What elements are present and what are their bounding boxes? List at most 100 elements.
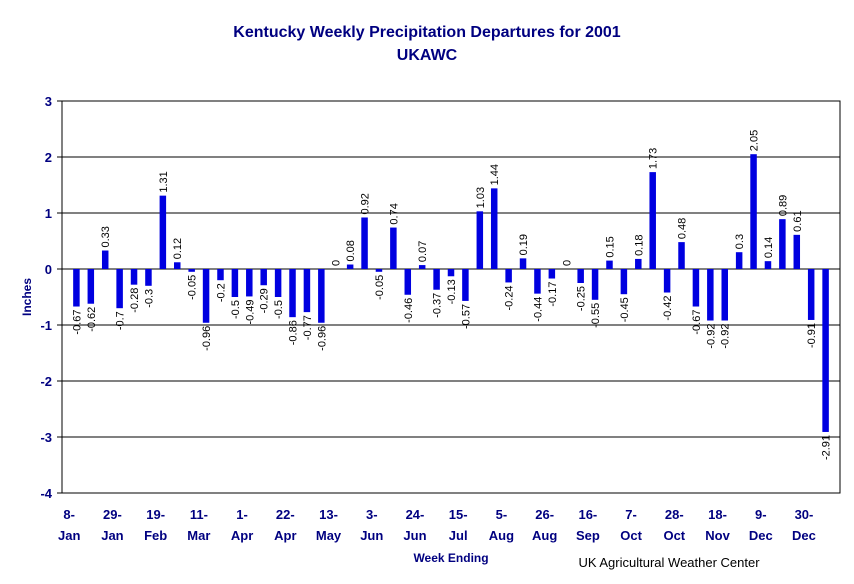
x-tick-label: 19-Feb [144, 507, 167, 543]
data-label: -0.17 [547, 282, 559, 307]
bar [692, 269, 700, 307]
bar [231, 269, 239, 297]
bar [822, 269, 829, 432]
data-label: -0.7 [115, 311, 127, 330]
data-label: 0.61 [792, 210, 804, 231]
bars [73, 154, 829, 432]
data-label: -0.91 [806, 323, 818, 348]
x-tick-label: 15-Jul [449, 507, 468, 543]
data-label: -2.91 [821, 435, 833, 460]
bar [505, 269, 512, 283]
data-label: 0.08 [345, 240, 357, 261]
x-tick-label: 24-Jun [403, 507, 426, 543]
bar [649, 172, 656, 269]
x-tick-label: 28-Oct [663, 507, 685, 543]
x-tick-label: 26-Aug [532, 507, 557, 543]
bar [318, 269, 325, 323]
data-label: -0.92 [720, 324, 732, 349]
data-label: 0.14 [763, 237, 775, 258]
bar [750, 154, 757, 269]
data-label: -0.28 [129, 288, 141, 313]
data-label: 1.03 [475, 187, 487, 208]
y-axis-ticks: 3 2 1 0 -1 -2 -3 -4 [40, 94, 62, 501]
bar [361, 217, 368, 269]
data-label: -0.96 [201, 326, 213, 351]
data-label: 1.31 [158, 171, 170, 192]
bar [375, 269, 383, 272]
bar [145, 269, 152, 286]
x-tick-label: 22-Apr [274, 507, 296, 543]
data-label: 1.73 [648, 148, 660, 169]
data-label: 0.3 [734, 234, 746, 249]
data-label: -0.77 [302, 315, 314, 340]
bar [764, 261, 772, 269]
data-label: -0.92 [705, 324, 717, 349]
y-tick-label: -3 [40, 430, 52, 445]
y-tick-label: -2 [40, 374, 52, 389]
data-label: 0.12 [172, 238, 184, 259]
data-label: -0.62 [86, 307, 98, 332]
footer-credit: UK Agricultural Weather Center [578, 555, 760, 570]
bar [779, 219, 786, 269]
x-axis-label: Week Ending [413, 551, 488, 565]
data-label: -0.13 [446, 279, 458, 304]
bar [246, 269, 253, 297]
bar [620, 269, 628, 295]
x-tick-label: 16-Sep [576, 507, 600, 543]
data-label: 0.92 [360, 193, 372, 214]
bar [462, 269, 469, 301]
bar [476, 211, 484, 269]
data-label: -0.2 [215, 283, 227, 302]
data-label: 0.48 [677, 218, 689, 239]
data-label: -0.42 [662, 296, 674, 321]
bar [202, 269, 210, 323]
bar [116, 269, 123, 309]
y-tick-label: -1 [40, 318, 52, 333]
data-label: -0.24 [504, 285, 516, 310]
data-label: 0.33 [100, 226, 112, 247]
y-tick-label: -4 [40, 486, 52, 501]
bar [217, 269, 224, 281]
data-label: -0.86 [288, 320, 300, 345]
data-label: 0.19 [518, 234, 530, 255]
x-tick-label: 1-Apr [231, 507, 253, 543]
data-label: 0 [561, 260, 573, 266]
data-label: 0.18 [633, 234, 645, 255]
bar [548, 269, 556, 279]
bar [174, 262, 181, 269]
x-tick-label: 3-Jun [360, 507, 383, 543]
bar [289, 269, 296, 318]
data-label: -0.25 [576, 286, 588, 311]
y-tick-label: 0 [45, 262, 52, 277]
data-label: -0.57 [460, 304, 472, 329]
bar [678, 242, 685, 269]
data-label: -0.44 [532, 297, 544, 322]
data-label: -0.55 [590, 303, 602, 328]
data-label: 0.74 [388, 203, 400, 224]
bar [87, 269, 95, 304]
chart-subtitle: UKAWC [397, 47, 458, 64]
data-label: 0.07 [417, 241, 429, 262]
y-tick-label: 1 [45, 206, 52, 221]
x-tick-label: 18-Nov [705, 507, 730, 543]
data-label: -0.5 [230, 300, 242, 319]
data-label: 0.89 [777, 195, 789, 216]
y-axis-label: Inches [20, 278, 34, 316]
data-label: 0.15 [604, 236, 616, 257]
bar [519, 258, 527, 269]
data-label: 2.05 [749, 130, 761, 151]
bar [390, 227, 397, 269]
bar [447, 269, 455, 277]
data-label: -0.5 [273, 300, 285, 319]
bar [73, 269, 80, 307]
x-tick-label: 29-Jan [101, 507, 123, 543]
bar [793, 234, 801, 269]
y-tick-label: 2 [45, 150, 52, 165]
x-tick-label: 8-Jan [58, 507, 80, 543]
bar [101, 250, 109, 269]
bar [707, 269, 714, 321]
data-label: -0.96 [316, 326, 328, 351]
data-label: -0.67 [71, 310, 83, 335]
data-label: -0.67 [691, 310, 703, 335]
